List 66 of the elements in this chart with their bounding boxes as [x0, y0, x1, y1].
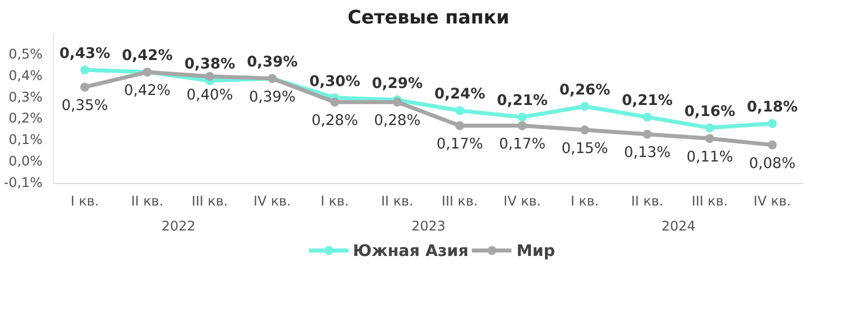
- point: [330, 98, 340, 107]
- point: [580, 102, 590, 111]
- data-label: 0,43%: [59, 44, 110, 62]
- data-label: 0,40%: [186, 86, 234, 104]
- chart-title: Сетевые папки: [348, 8, 510, 28]
- x-tick-label: III кв.: [442, 194, 478, 210]
- y-tick-label: 0,3%: [8, 90, 43, 106]
- x-tick-label: III кв.: [692, 194, 728, 210]
- point: [518, 121, 527, 130]
- legend-label: Южная Азия: [352, 240, 468, 260]
- point: [80, 82, 90, 92]
- data-label: 0,13%: [624, 144, 671, 162]
- data-label: 0,17%: [436, 136, 484, 153]
- point: [80, 65, 90, 74]
- point: [518, 112, 527, 122]
- x-tick-label: II кв.: [131, 194, 164, 210]
- point: [768, 140, 777, 150]
- point: [642, 112, 652, 122]
- x-tick-label: III кв.: [192, 194, 228, 210]
- y-tick-label: 0,4%: [8, 68, 43, 84]
- point: [642, 130, 652, 139]
- y-tick-label: 0,5%: [8, 47, 43, 62]
- data-label: 0,30%: [309, 72, 360, 90]
- legend-label: Мир: [516, 240, 556, 260]
- text: 2022: [162, 220, 196, 234]
- data-label: 0,35%: [61, 97, 108, 114]
- data-label: 0,39%: [246, 54, 298, 70]
- data-label: 0,28%: [374, 112, 421, 130]
- text: 2024: [662, 220, 696, 234]
- x-tick-label: IV кв.: [254, 194, 291, 210]
- y-tick-label: 0,2%: [8, 112, 43, 127]
- x-tick-label: I кв.: [570, 194, 599, 210]
- point: [768, 119, 777, 128]
- data-label: 0,29%: [372, 74, 423, 92]
- point: [205, 72, 214, 81]
- data-label: 0,39%: [248, 88, 296, 106]
- point: [455, 121, 464, 130]
- x-tick-label: II кв.: [381, 194, 414, 210]
- point: [580, 125, 590, 134]
- data-label: 0,42%: [122, 47, 173, 64]
- data-label: 0,21%: [622, 92, 673, 110]
- data-label: 0,42%: [124, 82, 171, 100]
- x-tick-label: IV кв.: [504, 194, 541, 210]
- x-tick-label: I кв.: [320, 194, 349, 210]
- y-tick-label: -0,1%: [4, 176, 42, 191]
- y-tick-label: 0,1%: [8, 133, 43, 148]
- data-label: 0,24%: [434, 86, 486, 103]
- x-tick-label: II кв.: [631, 194, 664, 210]
- point: [455, 106, 464, 116]
- data-label: 0,15%: [561, 140, 608, 157]
- data-label: 0,17%: [498, 136, 546, 153]
- point: [705, 134, 714, 143]
- data-label: 0,11%: [686, 148, 734, 166]
- data-label: 0,21%: [496, 92, 548, 110]
- point: [705, 123, 714, 132]
- data-label: 0,16%: [684, 102, 736, 120]
- data-label: 0,18%: [746, 98, 798, 116]
- data-label: 0,08%: [748, 154, 796, 172]
- x-tick-label: I кв.: [70, 194, 99, 210]
- data-label: 0,38%: [184, 56, 236, 73]
- point: [392, 98, 402, 107]
- y-tick-label: 0,0%: [8, 154, 43, 170]
- x-tick-label: IV кв.: [754, 194, 791, 210]
- text: 2023: [412, 220, 446, 234]
- data-label: 0,28%: [311, 112, 358, 130]
- data-label: 0,26%: [559, 81, 610, 98]
